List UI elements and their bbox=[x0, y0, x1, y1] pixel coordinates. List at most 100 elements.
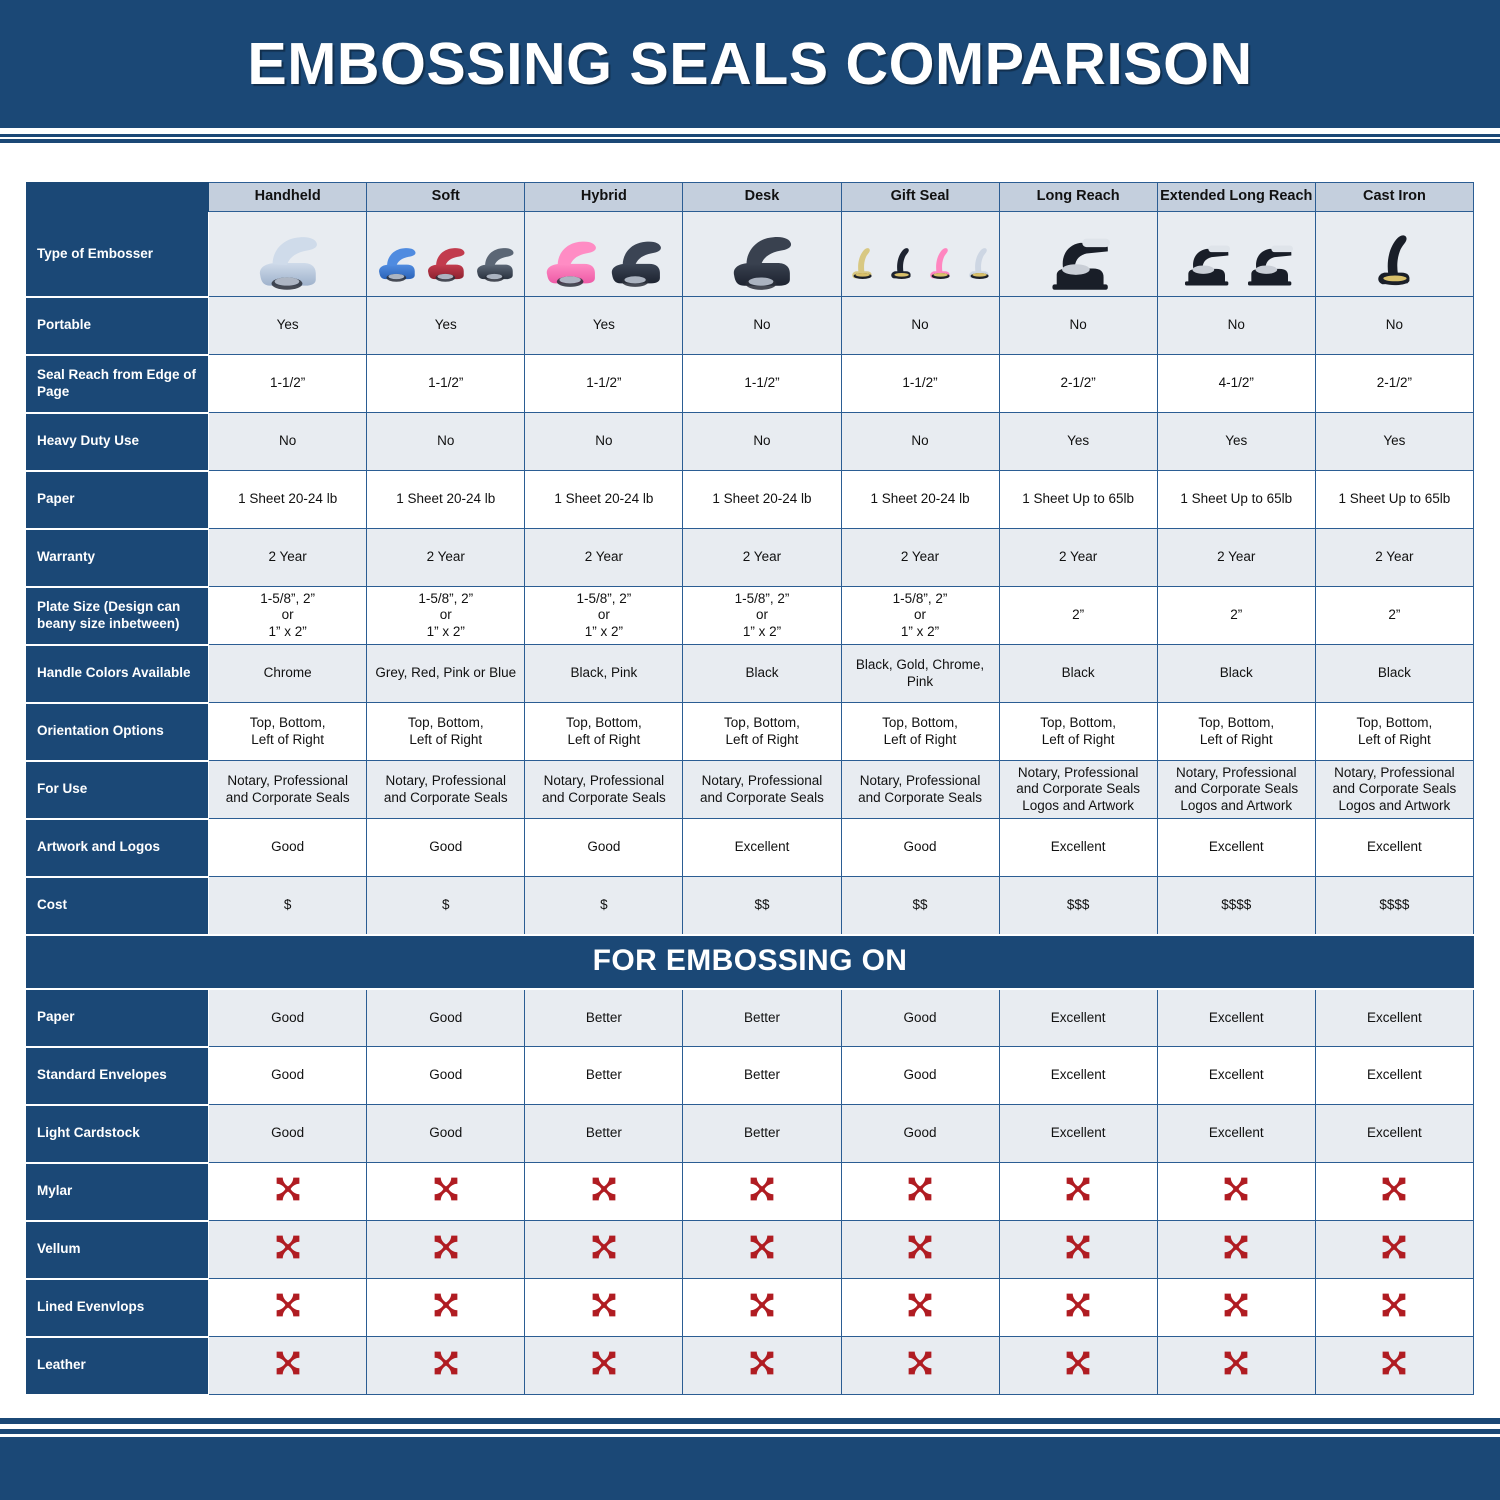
cell-extended-long-reach: 4-1/2” bbox=[1156, 354, 1316, 413]
cell-extended-long-reach: Top, Bottom, Left of Right bbox=[1156, 702, 1316, 761]
cell-gift-seal: No bbox=[840, 412, 1000, 471]
cell-desk: $$ bbox=[682, 876, 842, 935]
cell-hybrid bbox=[524, 1278, 684, 1337]
red-x-icon bbox=[434, 1351, 458, 1375]
cell-soft: Good bbox=[366, 1104, 526, 1163]
table-row: Artwork and Logos Good Good Good Excellent Go… bbox=[25, 817, 1475, 878]
cell-desk: No bbox=[682, 412, 842, 471]
cell-desk: Better bbox=[682, 1104, 842, 1163]
red-x-icon bbox=[750, 1351, 774, 1375]
cell-desk: No bbox=[682, 296, 842, 355]
cell-handheld: $ bbox=[208, 876, 368, 935]
cell-long-reach: Excellent bbox=[998, 1046, 1158, 1105]
cell-extended-long-reach: Black bbox=[1156, 644, 1316, 703]
cell-hybrid: Yes bbox=[524, 296, 684, 355]
table-corner-cell bbox=[25, 182, 210, 212]
cell-gift-seal: 1-1/2” bbox=[840, 354, 1000, 413]
cell-gift-seal: $$ bbox=[840, 876, 1000, 935]
cell-cast-iron: $$$$ bbox=[1314, 876, 1475, 935]
cell-gift-seal: Good bbox=[840, 1104, 1000, 1163]
cell-soft: 1 Sheet 20-24 lb bbox=[366, 470, 526, 529]
cell-hybrid: 2 Year bbox=[524, 528, 684, 587]
cell-soft: Good bbox=[366, 818, 526, 877]
cell-gift-seal: Good bbox=[840, 818, 1000, 877]
red-x-icon bbox=[592, 1177, 616, 1201]
row-label-light-cardstock: Light Cardstock bbox=[25, 1103, 210, 1164]
gift-d bbox=[968, 248, 989, 279]
cell-handheld: 1 Sheet 20-24 lb bbox=[208, 470, 368, 529]
cell-long-reach: Excellent bbox=[998, 1104, 1158, 1163]
cell-cast-iron bbox=[1314, 1220, 1475, 1279]
cell-long-reach: Black bbox=[998, 644, 1158, 703]
cell-desk bbox=[682, 1162, 842, 1221]
cell-handheld bbox=[208, 1220, 368, 1279]
cell-extended-long-reach: Excellent bbox=[1156, 818, 1316, 877]
table-header: Handheld Soft Hybrid Desk Gift Seal Long Reac… bbox=[25, 182, 1475, 212]
cell-cast-iron bbox=[1314, 1278, 1475, 1337]
cell-hybrid: Top, Bottom, Left of Right bbox=[524, 702, 684, 761]
cell-cast-iron bbox=[1314, 1162, 1475, 1221]
cell-gift-seal bbox=[840, 211, 1000, 297]
red-x-icon bbox=[592, 1293, 616, 1317]
row-label-paper: Paper bbox=[25, 987, 210, 1048]
red-x-icon bbox=[1383, 1293, 1406, 1317]
table-row: Lined Evenvlops bbox=[25, 1277, 1475, 1338]
row-label-standard-envelopes: Standard Envelopes bbox=[25, 1045, 210, 1106]
cell-desk: Notary, Professional and Corporate Seals bbox=[682, 760, 842, 819]
table-row: Vellum bbox=[25, 1219, 1475, 1280]
cell-desk: 1-5/8”, 2” or 1” x 2” bbox=[682, 586, 842, 645]
soft-a bbox=[378, 248, 416, 282]
cell-soft: Notary, Professional and Corporate Seals bbox=[366, 760, 526, 819]
red-x-icon bbox=[1224, 1293, 1248, 1317]
cell-long-reach: 2-1/2” bbox=[998, 354, 1158, 413]
cell-long-reach bbox=[998, 1220, 1158, 1279]
cell-desk: Excellent bbox=[682, 818, 842, 877]
cell-extended-long-reach: No bbox=[1156, 296, 1316, 355]
footer-divider-lower bbox=[0, 1429, 1500, 1434]
cell-cast-iron: 2 Year bbox=[1314, 528, 1475, 587]
row-label-vellum: Vellum bbox=[25, 1219, 210, 1280]
cell-soft: $ bbox=[366, 876, 526, 935]
cell-handheld: Good bbox=[208, 1046, 368, 1105]
cell-long-reach: Excellent bbox=[998, 818, 1158, 877]
red-x-icon bbox=[592, 1351, 616, 1375]
cell-soft: No bbox=[366, 412, 526, 471]
comparison-table-wrapper: Handheld Soft Hybrid Desk Gift Seal Long Reac… bbox=[25, 182, 1475, 1396]
cell-handheld bbox=[208, 211, 368, 297]
cell-handheld bbox=[208, 1336, 368, 1395]
red-x-icon bbox=[750, 1235, 774, 1259]
cell-extended-long-reach: 1 Sheet Up to 65lb bbox=[1156, 470, 1316, 529]
cell-soft: Good bbox=[366, 988, 526, 1047]
section-banner-for-embossing-on: FOR EMBOSSING ON bbox=[26, 933, 1474, 990]
cell-extended-long-reach: 2” bbox=[1156, 586, 1316, 645]
cell-cast-iron: No bbox=[1314, 296, 1475, 355]
cell-long-reach: $$$ bbox=[998, 876, 1158, 935]
table-row: Light Cardstock Good Good Better Better Good E… bbox=[25, 1103, 1475, 1164]
cell-cast-iron bbox=[1314, 211, 1475, 297]
cast-iron-embosser-image bbox=[1316, 214, 1473, 294]
cell-hybrid: Better bbox=[524, 988, 684, 1047]
red-x-icon bbox=[592, 1235, 616, 1259]
cell-hybrid: 1 Sheet 20-24 lb bbox=[524, 470, 684, 529]
cell-handheld: Yes bbox=[208, 296, 368, 355]
cell-cast-iron: 2-1/2” bbox=[1314, 354, 1475, 413]
row-label-type-of-embosser: Type of Embosser bbox=[25, 211, 210, 298]
cell-handheld: Good bbox=[208, 988, 368, 1047]
cell-long-reach: Top, Bottom, Left of Right bbox=[998, 702, 1158, 761]
cell-extended-long-reach: $$$$ bbox=[1156, 876, 1316, 935]
footer-divider-upper bbox=[0, 1418, 1500, 1424]
table-row: Cost $ $ $ $$ $$ $$$ $$$$ $$$$ bbox=[25, 875, 1475, 936]
red-x-icon bbox=[908, 1177, 932, 1201]
hybrid-a bbox=[547, 241, 597, 287]
cell-handheld: Notary, Professional and Corporate Seals bbox=[208, 760, 368, 819]
cell-handheld: Chrome bbox=[208, 644, 368, 703]
table-row: Type of Embosser bbox=[25, 211, 1475, 298]
table-row: Leather bbox=[25, 1335, 1475, 1396]
red-x-icon bbox=[276, 1293, 300, 1317]
cell-desk bbox=[682, 1278, 842, 1337]
red-x-icon bbox=[1383, 1235, 1406, 1259]
cell-soft: 2 Year bbox=[366, 528, 526, 587]
cell-soft bbox=[366, 1336, 526, 1395]
row-label-orientation-options: Orientation Options bbox=[25, 701, 210, 762]
red-x-icon bbox=[908, 1235, 932, 1259]
